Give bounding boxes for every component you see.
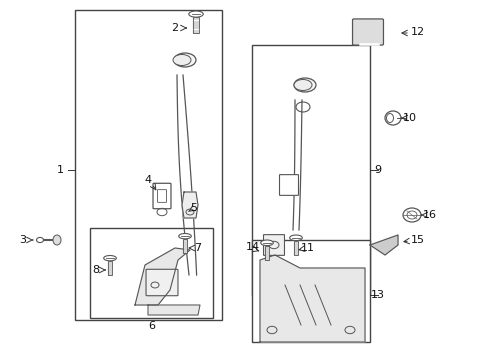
Polygon shape: [182, 192, 198, 218]
Polygon shape: [135, 248, 190, 305]
Ellipse shape: [293, 80, 311, 90]
Bar: [264, 246, 269, 260]
Bar: [193, 17, 199, 33]
Polygon shape: [260, 255, 364, 342]
Bar: [251, 240, 369, 342]
Text: 8: 8: [92, 265, 100, 275]
Ellipse shape: [174, 53, 196, 67]
Bar: [75, 10, 222, 320]
Ellipse shape: [402, 208, 420, 222]
Text: 4: 4: [144, 175, 151, 185]
Polygon shape: [148, 305, 200, 315]
Polygon shape: [369, 235, 397, 255]
Circle shape: [37, 238, 43, 243]
Text: 9: 9: [374, 165, 381, 175]
Text: 5: 5: [190, 203, 197, 213]
Ellipse shape: [386, 113, 393, 122]
FancyBboxPatch shape: [352, 19, 383, 45]
Text: 7: 7: [194, 243, 201, 253]
Ellipse shape: [103, 256, 116, 261]
Text: 14: 14: [245, 242, 260, 252]
Ellipse shape: [289, 235, 302, 240]
FancyBboxPatch shape: [146, 269, 178, 296]
Text: 13: 13: [370, 290, 384, 300]
Text: 12: 12: [410, 27, 424, 37]
Ellipse shape: [406, 211, 416, 219]
Text: 15: 15: [410, 235, 424, 245]
Text: 16: 16: [422, 210, 436, 220]
FancyBboxPatch shape: [157, 190, 166, 202]
Text: 3: 3: [20, 235, 26, 245]
Text: 2: 2: [171, 23, 178, 33]
Ellipse shape: [293, 78, 315, 92]
Text: 1: 1: [57, 165, 63, 175]
FancyBboxPatch shape: [153, 183, 171, 209]
Ellipse shape: [384, 111, 400, 125]
Ellipse shape: [173, 54, 191, 66]
FancyBboxPatch shape: [279, 175, 298, 195]
Text: 10: 10: [402, 113, 416, 123]
Text: 6: 6: [148, 321, 155, 331]
Ellipse shape: [178, 234, 191, 239]
Bar: [90, 228, 213, 318]
Bar: [107, 261, 112, 275]
Bar: [293, 240, 298, 255]
Text: 11: 11: [301, 243, 314, 253]
Ellipse shape: [260, 240, 273, 246]
Ellipse shape: [188, 11, 203, 17]
FancyBboxPatch shape: [263, 235, 284, 255]
Ellipse shape: [53, 235, 61, 245]
Ellipse shape: [295, 102, 309, 112]
Bar: [182, 239, 187, 252]
Bar: [251, 45, 369, 295]
